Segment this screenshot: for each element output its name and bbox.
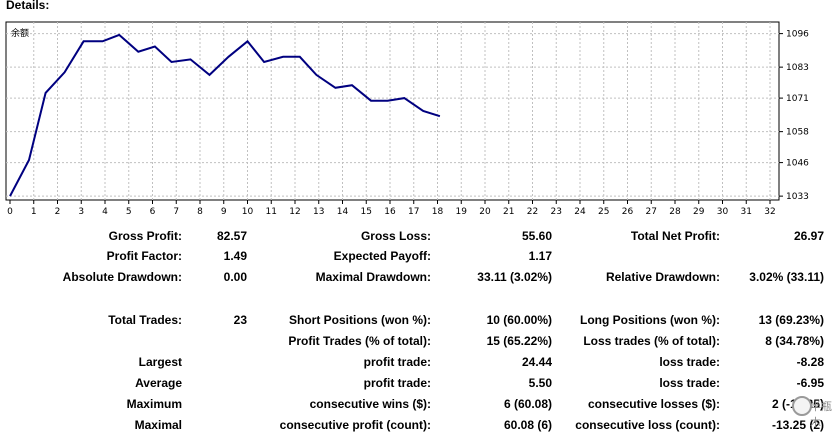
long-positions-value: 13 (69.23%) [758, 313, 824, 327]
x-tick-label: 25 [598, 207, 609, 216]
x-tick-label: 12 [289, 207, 300, 216]
short-positions-value: 10 (60.00%) [486, 313, 552, 327]
relative-drawdown-value: 3.02% (33.11) [749, 270, 824, 284]
x-tick-label: 1 [31, 207, 37, 216]
total-trades-value: 23 [233, 313, 247, 327]
y-tick-label: 1071 [786, 94, 809, 104]
profit-trades-label: Profit Trades (% of total): [288, 334, 431, 348]
expected-payoff-label: Expected Payoff: [333, 249, 431, 263]
average-loss-value: -6.95 [796, 376, 824, 390]
x-tick-label: 16 [384, 207, 396, 216]
x-tick-label: 14 [337, 207, 349, 216]
maximal-label: Maximal [134, 418, 182, 432]
profit-factor-label: Profit Factor: [106, 249, 182, 263]
average-label: Average [135, 376, 182, 390]
largest-profit-value: 24.44 [521, 355, 552, 369]
x-tick-label: 6 [150, 207, 156, 216]
average-profit-value: 5.50 [528, 376, 552, 390]
average-loss-label: loss trade: [659, 376, 720, 390]
legend-label: 余额 [11, 27, 29, 39]
loss-trades-label: Loss trades (% of total): [583, 334, 720, 348]
net-profit-value: 26.97 [793, 229, 824, 243]
largest-label: Largest [138, 355, 182, 369]
max-consecutive-losses-label: consecutive losses ($): [587, 397, 720, 411]
y-tick-label: 1096 [786, 30, 809, 40]
x-tick-label: 29 [693, 207, 705, 216]
largest-loss-value: -8.28 [796, 355, 824, 369]
y-tick-label: 1058 [786, 128, 809, 138]
y-tick-label: 1046 [786, 159, 809, 169]
x-tick-label: 32 [764, 207, 775, 216]
largest-profit-label: profit trade: [363, 355, 431, 369]
maximal-drawdown-value: 33.11 (3.02%) [477, 270, 552, 284]
x-axis-labels: 0 1 2 3 4 5 6 7 8 9 10 11 12 13 14 15 16 17 18 19 20 21 22 23 24… [7, 200, 776, 216]
profit-trades-value: 15 (65.22%) [486, 334, 552, 348]
profit-factor-value: 1.49 [223, 249, 247, 263]
watermark-text: 半瓶木 [810, 400, 832, 429]
x-tick-label: 24 [574, 207, 586, 216]
expected-payoff-value: 1.17 [528, 249, 552, 263]
x-tick-label: 22 [527, 207, 538, 216]
absolute-drawdown-value: 0.00 [223, 270, 247, 284]
absolute-drawdown-label: Absolute Drawdown: [62, 270, 182, 284]
x-tick-label: 10 [242, 207, 254, 216]
maximum-label: Maximum [126, 397, 182, 411]
x-tick-label: 18 [432, 207, 444, 216]
gross-loss-value: 55.60 [521, 229, 552, 243]
loss-trades-value: 8 (34.78%) [765, 334, 824, 348]
x-tick-label: 5 [126, 207, 132, 216]
x-tick-label: 31 [741, 207, 752, 216]
details-title: Details: [6, 0, 50, 12]
total-trades-label: Total Trades: [108, 313, 182, 327]
relative-drawdown-label: Relative Drawdown: [605, 270, 720, 284]
x-tick-label: 30 [717, 207, 729, 216]
x-tick-label: 9 [221, 207, 227, 216]
x-tick-label: 17 [408, 207, 419, 216]
max-consecutive-wins-label: consecutive wins ($): [309, 397, 431, 411]
plot-area [5, 21, 780, 201]
wechat-icon [792, 396, 812, 416]
x-tick-label: 7 [173, 207, 179, 216]
x-tick-label: 11 [266, 207, 277, 216]
largest-loss-label: loss trade: [659, 355, 720, 369]
x-tick-label: 27 [646, 207, 657, 216]
x-tick-label: 20 [479, 207, 491, 216]
x-tick-label: 26 [622, 207, 634, 216]
x-tick-label: 8 [197, 207, 203, 216]
x-tick-label: 21 [503, 207, 514, 216]
maximal-consecutive-loss-label: consecutive loss (count): [575, 418, 720, 432]
x-tick-label: 0 [7, 207, 13, 216]
gross-loss-label: Gross Loss: [360, 229, 431, 243]
x-tick-label: 3 [78, 207, 84, 216]
y-axis-labels: 1096 1083 1071 1058 1046 1033 [779, 30, 809, 202]
maximal-drawdown-label: Maximal Drawdown: [315, 270, 431, 284]
chart-grid [6, 22, 779, 200]
gross-profit-label: Gross Profit: [108, 229, 182, 243]
max-consecutive-wins-value: 6 (60.08) [503, 397, 552, 411]
balance-series-line [9, 33, 441, 197]
x-tick-label: 2 [55, 207, 61, 216]
x-tick-label: 15 [361, 207, 372, 216]
x-tick-label: 28 [669, 207, 681, 216]
long-positions-label: Long Positions (won %): [580, 313, 720, 327]
y-tick-label: 1083 [786, 63, 809, 73]
x-tick-label: 19 [456, 207, 468, 216]
x-tick-label: 13 [313, 207, 324, 216]
net-profit-label: Total Net Profit: [630, 229, 720, 243]
average-profit-label: profit trade: [363, 376, 431, 390]
maximal-consecutive-profit-label: consecutive profit (count): [279, 418, 431, 432]
x-tick-label: 23 [551, 207, 562, 216]
x-tick-label: 4 [102, 207, 108, 216]
maximal-consecutive-profit-value: 60.08 (6) [503, 418, 552, 432]
watermark: 半瓶木 [744, 392, 836, 432]
y-tick-label: 1033 [786, 192, 809, 202]
short-positions-label: Short Positions (won %): [289, 313, 431, 327]
gross-profit-value: 82.57 [216, 229, 247, 243]
